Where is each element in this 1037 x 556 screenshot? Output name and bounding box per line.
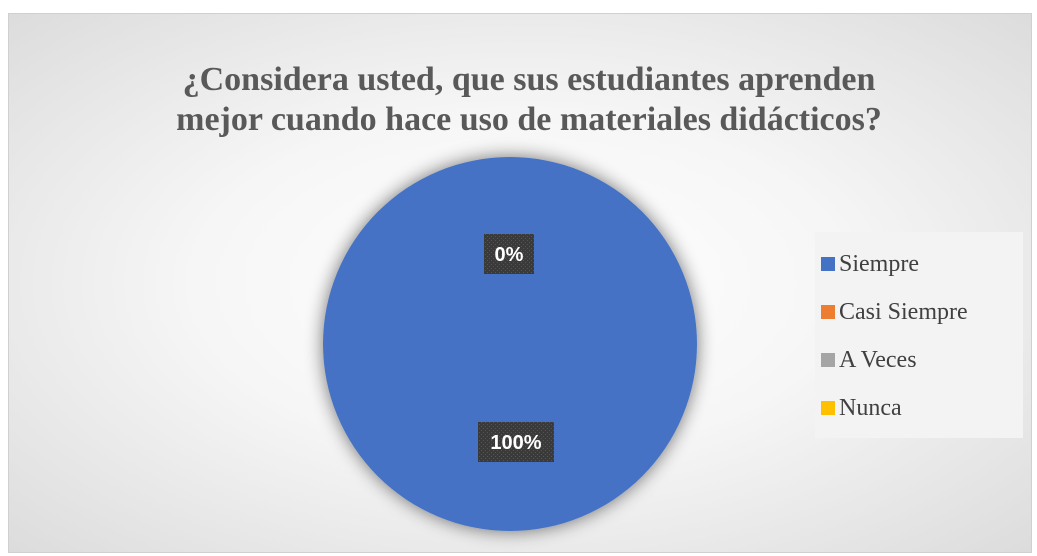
legend-swatch (821, 257, 835, 271)
pie-slices (323, 157, 697, 531)
data-label: 0% (484, 234, 534, 274)
legend-swatch (821, 401, 835, 415)
data-label: 100% (478, 422, 554, 462)
pie-chart: 100% 0% (323, 157, 697, 531)
chart-legend: Siempre Casi Siempre A Veces Nunca (815, 232, 1023, 438)
svg-text:0%: 0% (495, 244, 524, 266)
legend-label: Nunca (839, 394, 902, 421)
legend-item: Nunca (815, 384, 1023, 432)
legend-item: A Veces (815, 336, 1023, 384)
legend-item: Siempre (815, 240, 1023, 288)
legend-swatch (821, 305, 835, 319)
pie-slice-siempre (323, 157, 697, 531)
legend-item: Casi Siempre (815, 288, 1023, 336)
legend-label: Casi Siempre (839, 298, 968, 325)
pie-data-labels: 100% 0% (478, 234, 554, 462)
chart-frame: ¿Considera usted, que sus estudiantes ap… (8, 13, 1032, 553)
legend-label: Siempre (839, 250, 919, 277)
legend-label: A Veces (839, 346, 917, 373)
svg-text:100%: 100% (490, 432, 541, 454)
legend-swatch (821, 353, 835, 367)
chart-title: ¿Considera usted, que sus estudiantes ap… (176, 61, 882, 138)
